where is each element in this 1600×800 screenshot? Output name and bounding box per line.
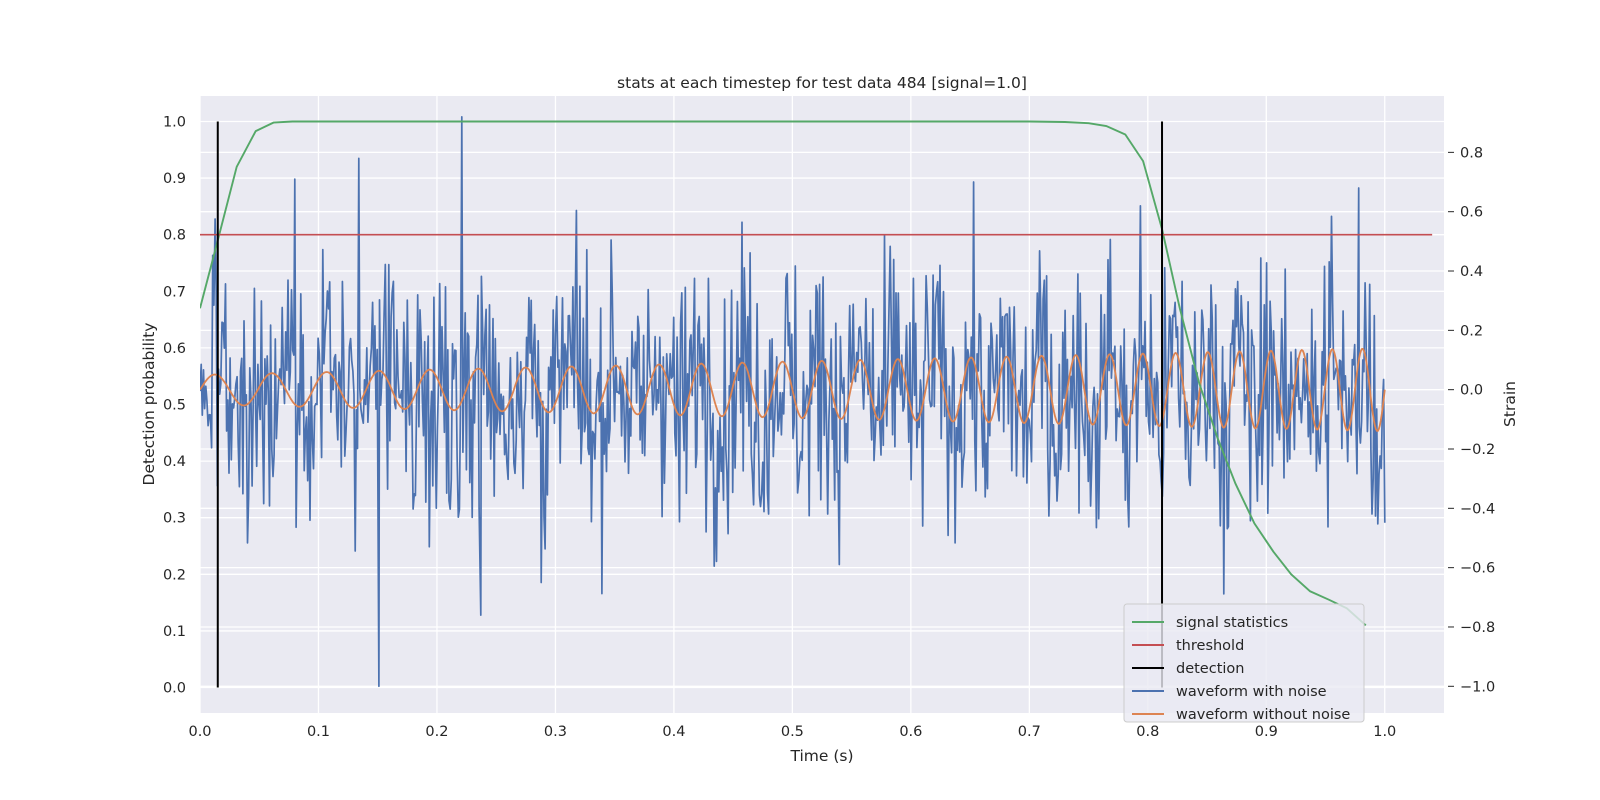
x-tick-label: 0.2 <box>425 724 448 740</box>
x-tick-label: 1.0 <box>1373 724 1396 740</box>
y-axis-ticks: 0.0 0.1 0.2 0.3 0.4 0.5 0.6 0.7 0.8 0.9 1.0 <box>163 114 186 696</box>
legend-label: signal statistics <box>1176 615 1288 631</box>
x-tick-label: 0.0 <box>188 724 211 740</box>
x-tick-label: 0.7 <box>1018 724 1041 740</box>
y-right-tick-label: −0.2 <box>1460 442 1495 458</box>
y-tick-label: 0.6 <box>163 341 186 357</box>
x-axis-ticks: 0.0 0.1 0.2 0.3 0.4 0.5 0.6 0.7 0.8 0.9 1.0 <box>188 724 1396 740</box>
x-axis-label: Time (s) <box>789 747 853 765</box>
y-right-axis-label: Strain <box>1501 381 1519 427</box>
y-right-tick-label: −1.0 <box>1460 679 1495 695</box>
statistics-series-layer <box>200 120 1433 688</box>
y-right-tick-label: −0.8 <box>1460 620 1495 636</box>
y-right-tick-label: −0.4 <box>1460 501 1495 517</box>
y-right-tick-label: 0.0 <box>1460 383 1483 399</box>
x-tick-label: 0.3 <box>544 724 567 740</box>
x-tick-label: 0.8 <box>1136 724 1159 740</box>
x-tick-label: 0.5 <box>781 724 804 740</box>
y-tick-label: 0.4 <box>163 454 186 470</box>
y-tick-label: 0.5 <box>163 398 186 414</box>
clean-series-layer <box>200 347 1386 432</box>
y-right-tick-label: −0.6 <box>1460 561 1495 577</box>
y-right-tick-label: 0.6 <box>1460 205 1483 221</box>
legend-label: detection <box>1176 661 1244 677</box>
y-tick-label: 0.0 <box>163 681 186 697</box>
x-tick-label: 0.4 <box>662 724 685 740</box>
x-tick-label: 0.6 <box>899 724 922 740</box>
plot-series-layer <box>200 115 1433 688</box>
y-tick-label: 1.0 <box>163 114 186 130</box>
signal-statistics-line <box>200 120 1367 627</box>
legend-box <box>1123 603 1365 723</box>
y-right-axis-ticks: −1.0 −0.8 −0.6 −0.4 −0.2 0.0 0.2 0.4 0.6 0.8 <box>1448 145 1495 695</box>
y-tick-label: 0.8 <box>163 228 186 244</box>
x-tick-label: 0.9 <box>1255 724 1278 740</box>
y-right-tick-label: 0.8 <box>1460 145 1483 161</box>
chart-title: stats at each timestep for test data 484… <box>617 74 1027 92</box>
legend-label: threshold <box>1176 638 1244 654</box>
y-tick-label: 0.2 <box>163 567 186 583</box>
y-axis-label: Detection probability <box>140 323 158 486</box>
y-right-tick-label: 0.4 <box>1460 264 1483 280</box>
y-tick-label: 0.7 <box>163 284 186 300</box>
y-right-tick-label: 0.2 <box>1460 323 1483 339</box>
legend-label: waveform without noise <box>1176 707 1350 723</box>
legend: signal statistics threshold detection wavef… <box>1123 603 1365 723</box>
waveform-without-noise-line <box>200 347 1386 432</box>
y-tick-label: 0.1 <box>163 624 186 640</box>
y-tick-label: 0.3 <box>163 511 186 527</box>
y-tick-label: 0.9 <box>163 171 186 187</box>
x-tick-label: 0.1 <box>307 724 330 740</box>
legend-label: waveform with noise <box>1176 684 1327 700</box>
